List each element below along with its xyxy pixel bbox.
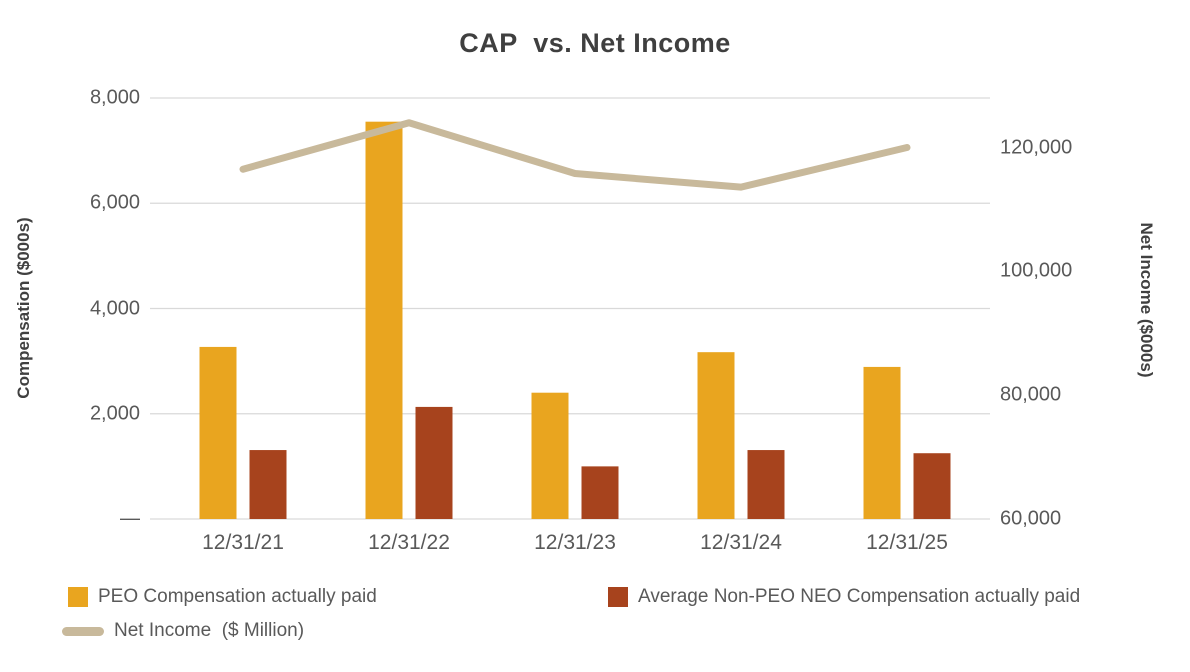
bar-series1-12/31/22 (415, 406, 453, 519)
bar-series0-12/31/21 (199, 346, 237, 519)
left-axis-tick: — (120, 507, 140, 530)
left-axis-tick: 8,000 (89, 86, 140, 109)
right-axis-tick: 100,000 (1000, 259, 1073, 282)
legend-label-peo: PEO Compensation actually paid (98, 586, 377, 607)
net-income-line (239, 119, 911, 191)
legend-label-net-income: Net Income ($ Million) (114, 620, 305, 641)
bar-series1-12/31/23 (581, 466, 619, 519)
bar-series0-12/31/25 (863, 366, 901, 519)
x-axis-tick: 12/31/24 (700, 531, 782, 554)
legend-item-net-income: Net Income ($ Million) (62, 620, 304, 642)
x-axis-tick: 12/31/23 (534, 531, 616, 554)
left-axis-tick: 2,000 (89, 402, 140, 425)
peo-swatch-icon (68, 587, 88, 607)
non-peo-swatch-icon (608, 587, 628, 607)
legend-item-peo: PEO Compensation actually paid (68, 586, 377, 608)
x-axis-tick: 12/31/21 (202, 531, 284, 554)
bar-series0-12/31/24 (697, 352, 735, 519)
right-axis-tick: 120,000 (1000, 136, 1073, 159)
left-axis-tick: 4,000 (89, 297, 140, 319)
right-axis-tick: 60,000 (1000, 507, 1062, 530)
bar-series0-12/31/23 (531, 392, 569, 519)
right-axis-tick: 80,000 (1000, 383, 1062, 406)
x-axis-tick: 12/31/25 (866, 531, 948, 554)
net-income-swatch-icon (62, 626, 104, 636)
bar-series1-12/31/25 (913, 453, 951, 519)
left-axis-tick: 6,000 (89, 191, 140, 214)
legend-label-non-peo: Average Non-PEO NEO Compensation actuall… (638, 586, 1081, 607)
x-axis-tick: 12/31/22 (368, 531, 450, 554)
bar-series1-12/31/24 (747, 450, 785, 519)
bar-series1-12/31/21 (249, 450, 287, 519)
legend-item-non-peo: Average Non-PEO NEO Compensation actuall… (608, 586, 1080, 608)
chart-title: CAP vs. Net Income (459, 28, 731, 58)
bar-series0-12/31/22 (365, 121, 403, 520)
